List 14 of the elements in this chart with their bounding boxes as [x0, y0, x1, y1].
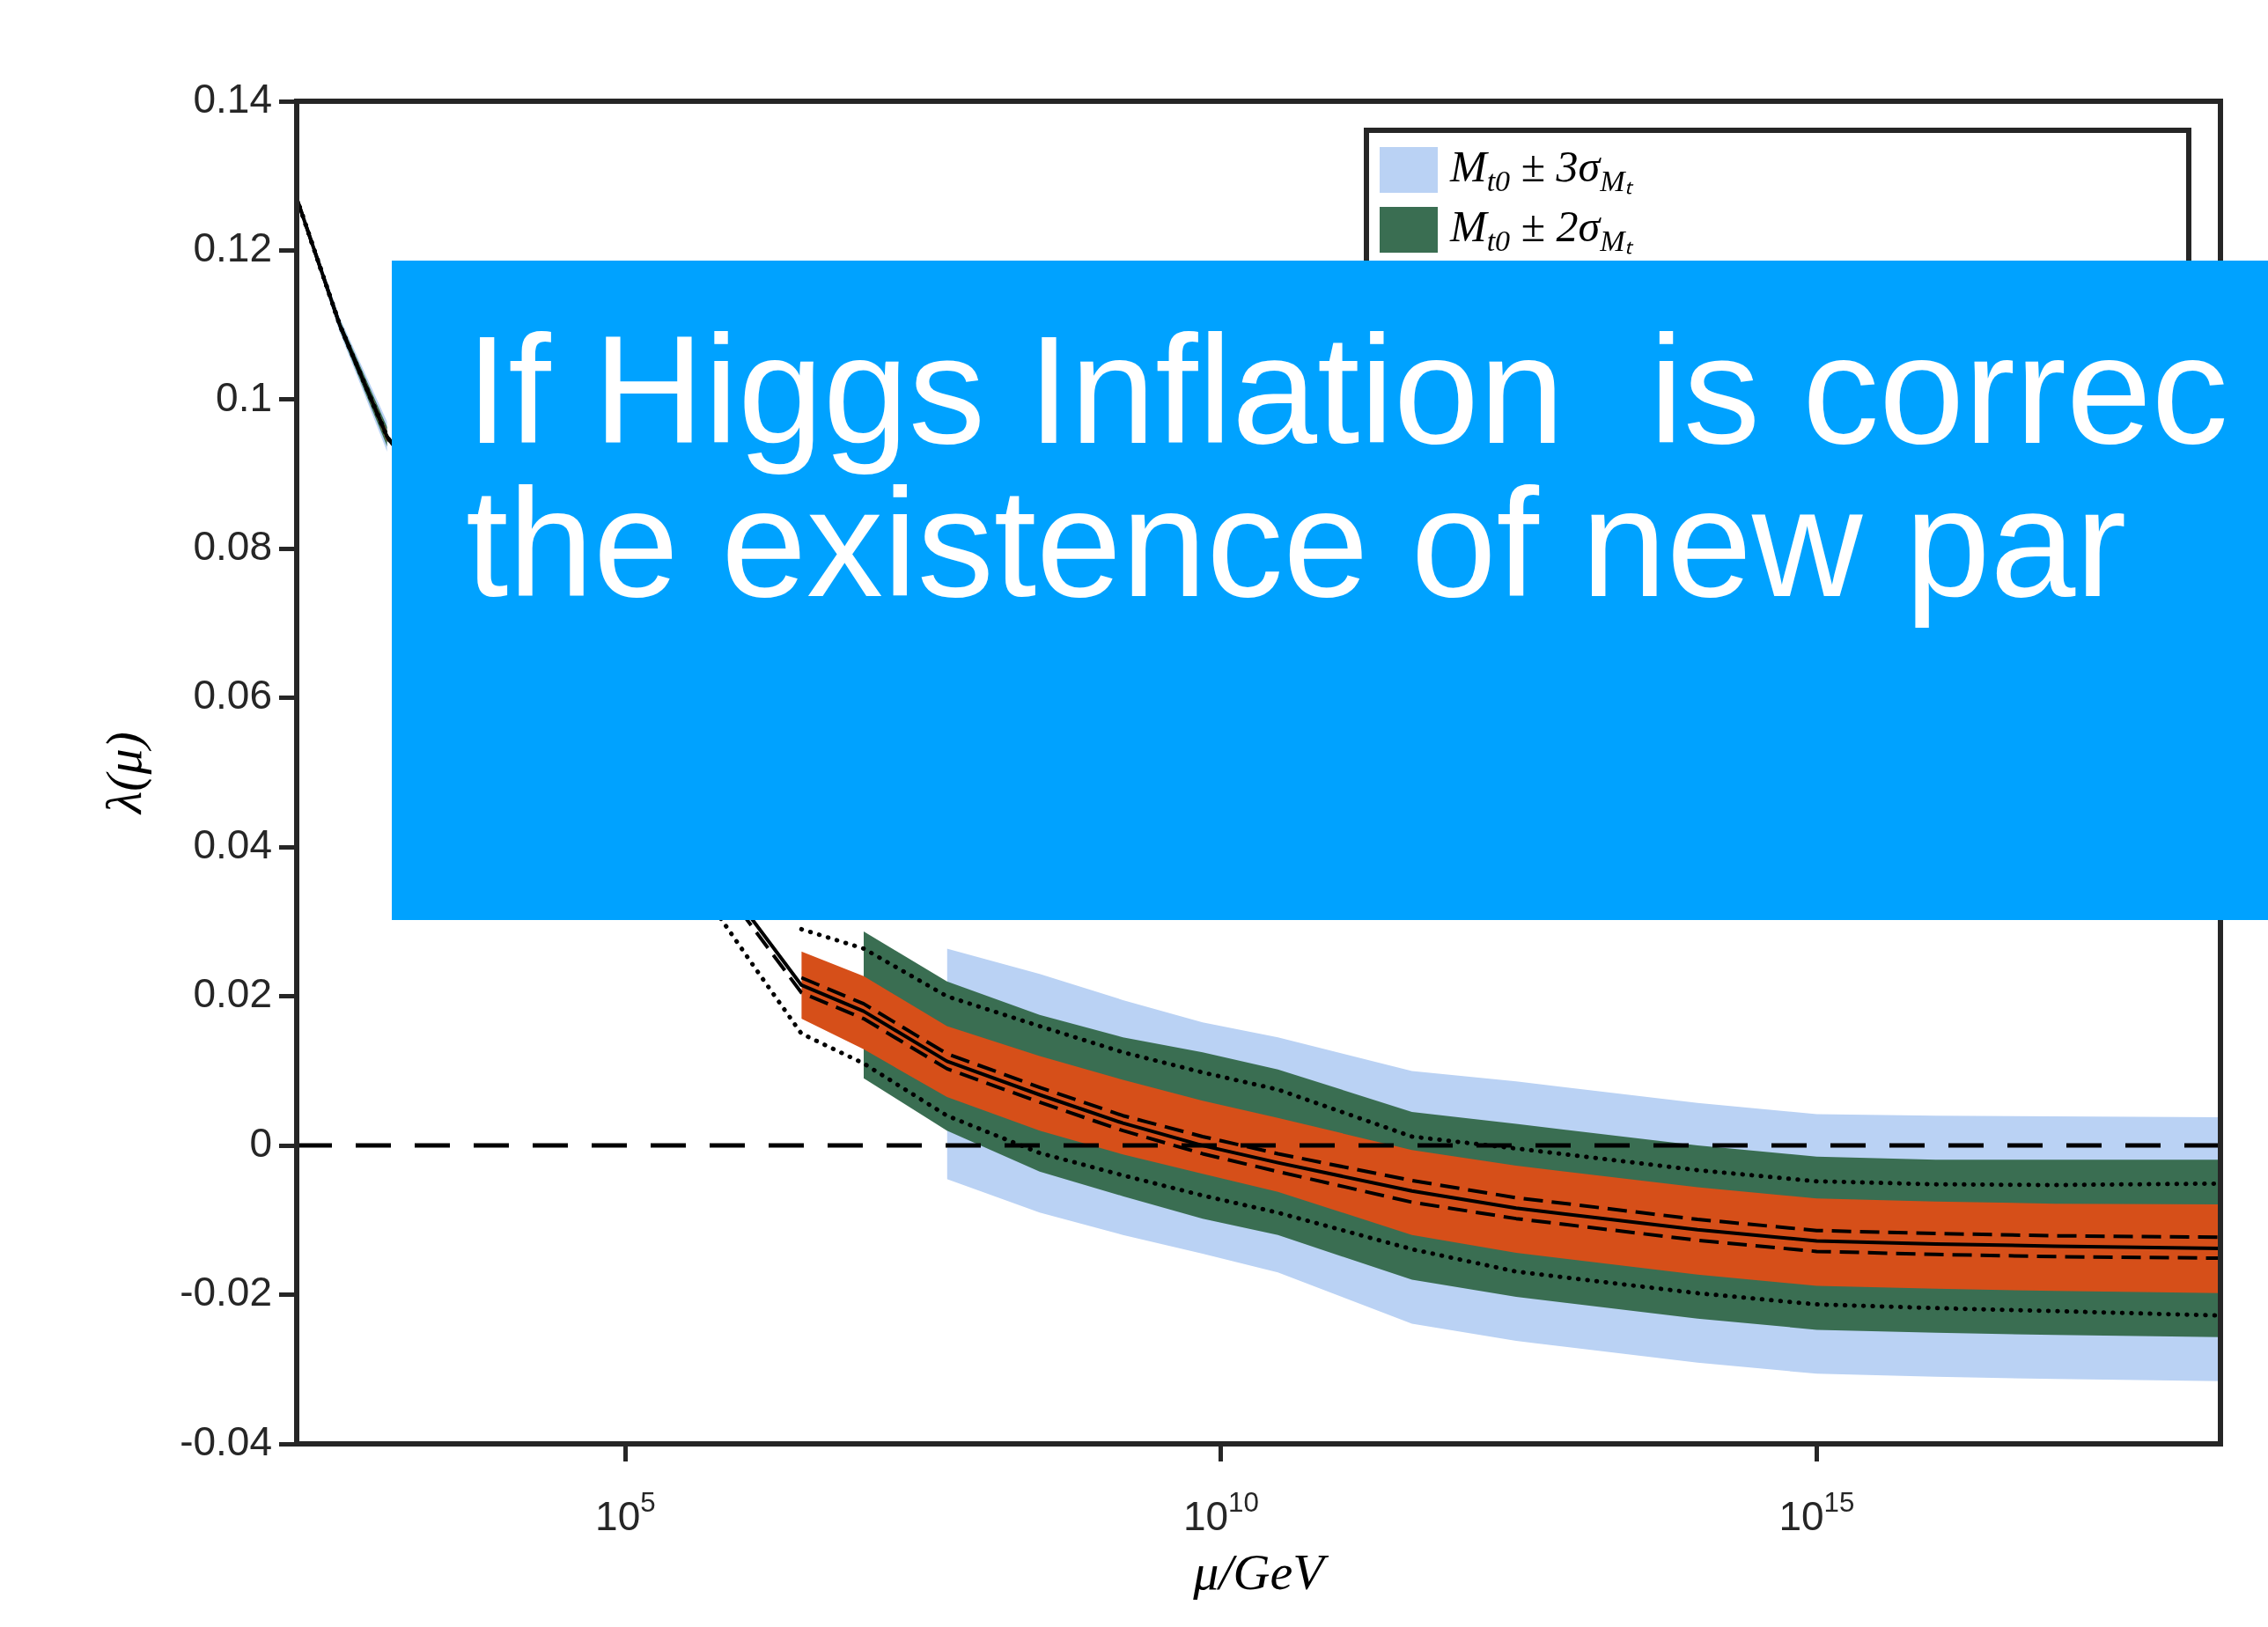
- y-tick-label: 0.08: [193, 523, 272, 570]
- y-tick-label: 0.06: [193, 672, 272, 718]
- y-tick-label: 0.12: [193, 225, 272, 271]
- y-tick-label: 0.14: [193, 75, 272, 121]
- y-tick-label: 0.04: [193, 821, 272, 867]
- legend-label: M$_{t0}$ ± 3σ$_{Mₜ}$: [1450, 140, 1632, 199]
- y-tick-label: 0: [249, 1119, 272, 1166]
- y-tick-label: -0.02: [180, 1269, 272, 1315]
- y-axis-title: λ(μ): [95, 732, 152, 815]
- y-tick-label: 0.1: [216, 373, 272, 420]
- x-axis-title: μ/GeV: [1192, 1543, 1330, 1601]
- y-tick-label: -0.04: [180, 1417, 272, 1464]
- y-tick-label: 0.02: [193, 970, 272, 1017]
- legend-label: M$_{t0}$ ± 2σ$_{Mₜ}$: [1450, 200, 1632, 259]
